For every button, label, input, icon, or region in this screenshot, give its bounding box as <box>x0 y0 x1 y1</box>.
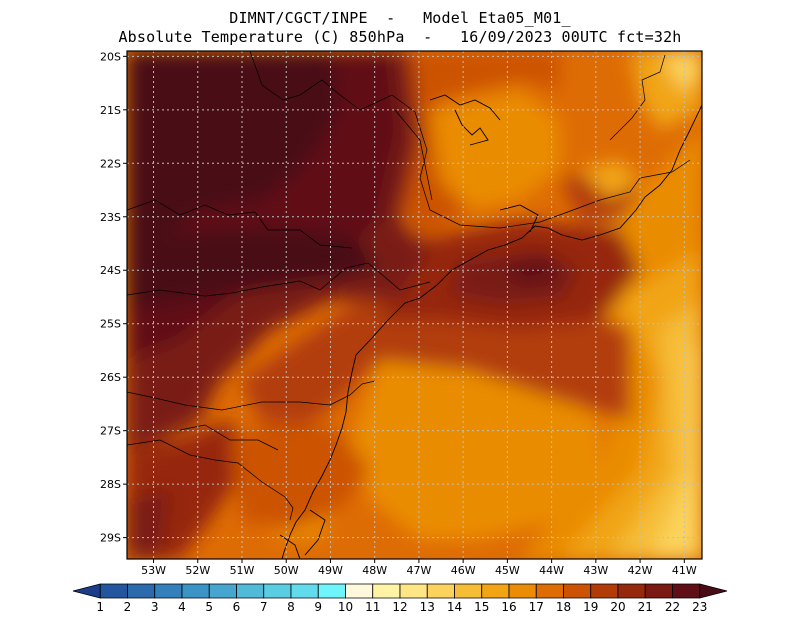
colorbar-label: 19 <box>583 600 598 614</box>
colorbar-label: 10 <box>338 600 353 614</box>
lat-tick-label: 22S <box>100 157 121 170</box>
colorbar-label: 13 <box>420 600 435 614</box>
colorbar-swatch <box>154 583 183 599</box>
colorbar-swatch <box>481 583 510 599</box>
colorbar-label: 20 <box>610 600 625 614</box>
colorbar-label: 11 <box>365 600 380 614</box>
lat-tick-label: 29S <box>100 532 121 545</box>
lat-tick-label: 21S <box>100 104 121 117</box>
colorbar-swatch <box>290 583 319 599</box>
colorbar-label: 3 <box>151 600 159 614</box>
colorbar-label: 23 <box>692 600 707 614</box>
colorbar-label: 18 <box>556 600 571 614</box>
lat-tick-label: 20S <box>100 50 121 63</box>
colorbar-label: 1 <box>96 600 104 614</box>
colorbar-swatch <box>508 583 537 599</box>
colorbar-swatch <box>181 583 210 599</box>
colorbar-label: 21 <box>638 600 653 614</box>
colorbar-swatch <box>345 583 374 599</box>
colorbar-label: 22 <box>665 600 680 614</box>
colorbar-swatch <box>399 583 428 599</box>
lat-tick-label: 23S <box>100 211 121 224</box>
map-frame <box>126 50 703 560</box>
state-borders <box>127 51 691 521</box>
colorbar-label: 15 <box>474 600 489 614</box>
lon-tick-label: 41W <box>672 564 697 577</box>
lat-tick-label: 24S <box>100 264 121 277</box>
lat-tick-label: 27S <box>100 425 121 438</box>
colorbar-label: 17 <box>529 600 544 614</box>
colorbar-label: 4 <box>178 600 186 614</box>
colorbar-swatch <box>454 583 483 599</box>
lon-tick-label: 42W <box>628 564 653 577</box>
colorbar-swatch <box>99 583 128 599</box>
lat-tick-label: 28S <box>100 478 121 491</box>
colorbar-label: 6 <box>233 600 241 614</box>
graticule <box>127 51 702 559</box>
lon-tick-label: 45W <box>495 564 520 577</box>
lon-tick-label: 52W <box>185 564 210 577</box>
title-line-1: DIMNT/CGCT/INPE - Model Eta05_M01_ <box>229 9 571 27</box>
lat-axis: 20S 21S 22S 23S 24S 25S 26S 27S 28S 29S <box>100 50 127 545</box>
lon-tick-label: 47W <box>406 564 431 577</box>
colorbar-swatch <box>372 583 401 599</box>
colorbar-swatch <box>617 583 646 599</box>
colorbar-label: 7 <box>260 600 268 614</box>
lat-tick-label: 25S <box>100 318 121 331</box>
colorbar-label: 9 <box>314 600 322 614</box>
colorbar-swatch <box>426 583 455 599</box>
colorbar-swatch <box>644 583 673 599</box>
lat-tick-label: 26S <box>100 371 121 384</box>
lon-tick-label: 44W <box>539 564 564 577</box>
coastline <box>279 94 702 559</box>
lon-tick-label: 48W <box>362 564 387 577</box>
colorbar-swatch <box>127 583 156 599</box>
temperature-field <box>127 51 702 559</box>
colorbar-swatch <box>563 583 592 599</box>
colorbar-swatch <box>236 583 265 599</box>
lon-tick-label: 43W <box>583 564 608 577</box>
colorbar-swatch <box>208 583 237 599</box>
colorbar-label: 16 <box>501 600 516 614</box>
colorbar-label: 12 <box>392 600 407 614</box>
colorbar-swatch <box>535 583 564 599</box>
lon-tick-label: 46W <box>451 564 476 577</box>
colorbar-label: 2 <box>124 600 132 614</box>
lon-tick-label: 50W <box>274 564 299 577</box>
colorbar-label: 14 <box>447 600 462 614</box>
colorbar-swatch <box>699 583 728 599</box>
lon-tick-label: 53W <box>141 564 166 577</box>
colorbar: 1 2 3 4 5 6 7 8 9 10 11 12 13 14 15 16 17 18 19 20 21 22 23 <box>72 583 728 614</box>
colorbar-label: 8 <box>287 600 295 614</box>
lon-tick-label: 51W <box>230 564 255 577</box>
lon-tick-label: 49W <box>318 564 343 577</box>
lon-axis: 53W 52W 51W 50W 49W 48W 47W 46W 45W 44W 43W 42W 41W <box>141 559 697 577</box>
colorbar-swatch <box>590 583 619 599</box>
colorbar-swatch <box>72 583 101 599</box>
title-line-2: Absolute Temperature (C) 850hPa - 16/09/… <box>118 28 682 46</box>
colorbar-swatch <box>317 583 346 599</box>
colorbar-swatch <box>263 583 292 599</box>
colorbar-swatch <box>672 583 701 599</box>
colorbar-label: 5 <box>205 600 213 614</box>
